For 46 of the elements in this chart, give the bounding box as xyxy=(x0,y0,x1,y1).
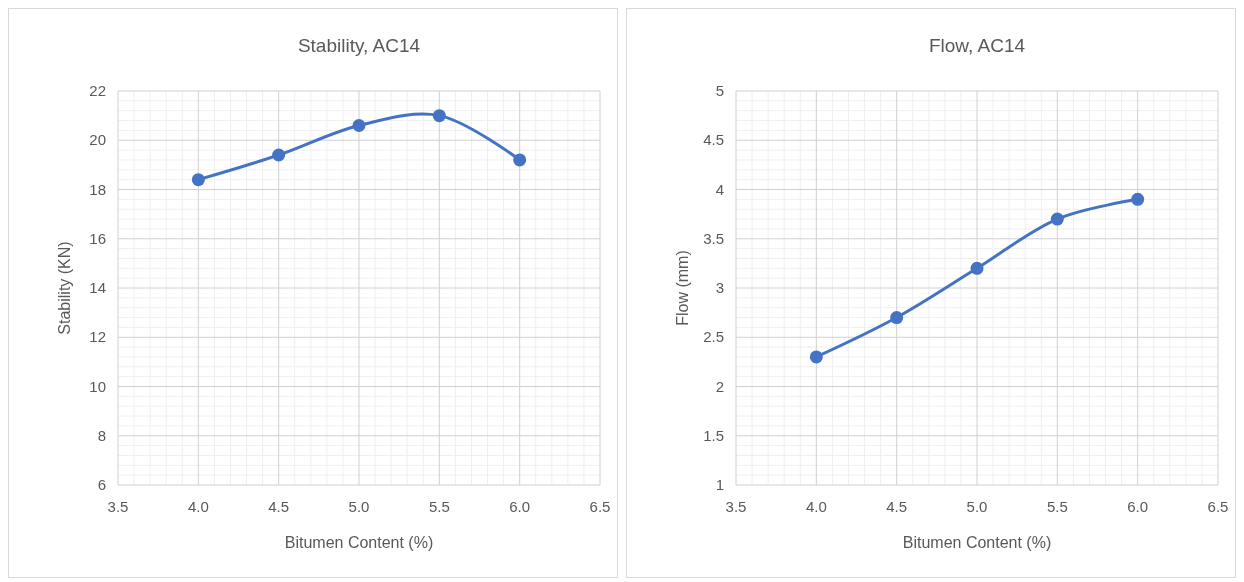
y-tick-label: 3.5 xyxy=(703,229,724,247)
chart-title: Stability, AC14 xyxy=(297,35,421,56)
x-tick-label: 6.0 xyxy=(1127,498,1149,515)
y-tick-label: 3 xyxy=(715,279,724,296)
y-axis-title: Stability (KN) xyxy=(56,241,73,335)
x-tick-label: 5.5 xyxy=(428,498,450,515)
point xyxy=(809,350,823,364)
point xyxy=(890,311,904,325)
point xyxy=(970,261,984,275)
y-tick-label: 4.5 xyxy=(703,131,724,149)
point xyxy=(432,109,446,123)
y-tick-label: 2.5 xyxy=(703,328,724,346)
y-tick-label: 1.5 xyxy=(703,426,724,444)
point xyxy=(352,118,366,132)
x-tick-label: 6.5 xyxy=(1207,498,1229,515)
y-tick-label: 14 xyxy=(89,279,106,296)
y-tick-label: 6 xyxy=(97,476,106,493)
x-axis-title: Bitumen Content (%) xyxy=(902,534,1052,551)
y-axis-title: Flow (mm) xyxy=(674,250,691,326)
x-tick-label: 4.0 xyxy=(805,498,827,515)
y-tick-label: 10 xyxy=(89,377,106,395)
point xyxy=(191,173,205,187)
y-tick-label: 22 xyxy=(89,82,106,99)
x-tick-label: 5.0 xyxy=(348,498,370,515)
x-tick-label: 4.0 xyxy=(187,498,209,515)
y-tick-label: 8 xyxy=(97,426,106,444)
y-tick-label: 16 xyxy=(89,229,106,247)
point xyxy=(272,148,286,162)
y-tick-label: 12 xyxy=(89,328,106,346)
point xyxy=(513,153,527,167)
x-tick-label: 6.5 xyxy=(589,498,611,515)
y-tick-label: 2 xyxy=(715,377,724,395)
x-tick-label: 4.5 xyxy=(268,498,290,515)
y-tick-label: 18 xyxy=(89,180,106,198)
x-axis-title: Bitumen Content (%) xyxy=(284,534,434,551)
y-tick-label: 1 xyxy=(715,476,724,493)
y-tick-label: 5 xyxy=(715,82,724,99)
x-tick-label: 5.5 xyxy=(1046,498,1068,515)
x-tick-label: 4.5 xyxy=(886,498,908,515)
point xyxy=(1050,212,1064,226)
point xyxy=(1131,192,1145,206)
x-tick-label: 5.0 xyxy=(966,498,988,515)
chart-title: Flow, AC14 xyxy=(928,35,1026,56)
x-tick-label: 6.0 xyxy=(509,498,531,515)
y-tick-label: 4 xyxy=(715,180,724,198)
y-tick-label: 20 xyxy=(89,131,106,149)
